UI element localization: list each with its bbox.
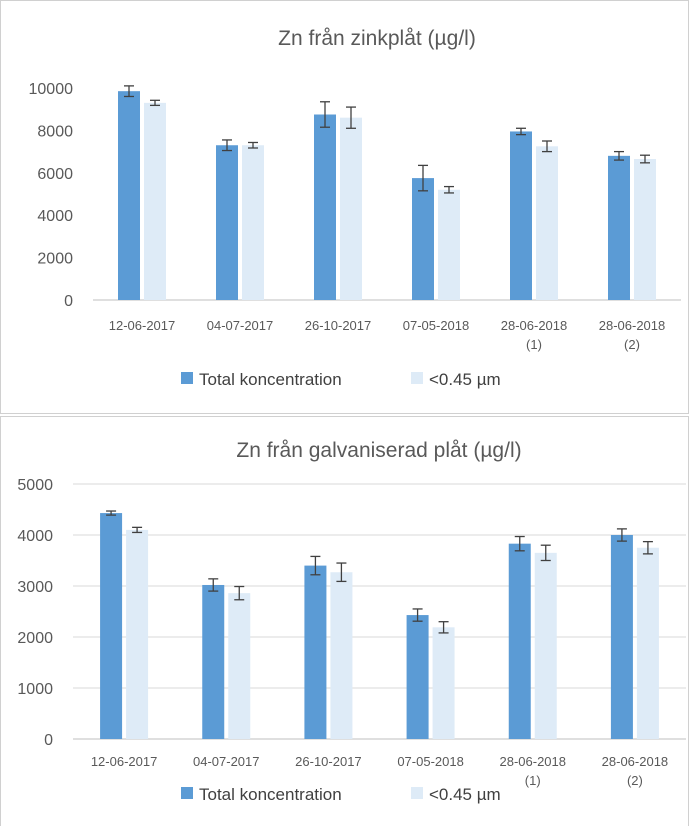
bar-filtered [330, 572, 353, 739]
x-tick-label: (1) [526, 337, 542, 352]
bar-filtered [634, 159, 656, 300]
x-tick-label: 28-06-2018 [602, 754, 669, 769]
y-tick-label: 8000 [37, 123, 73, 140]
bar-filtered [144, 102, 166, 300]
bar-filtered [438, 189, 460, 300]
y-tick-label: 4000 [37, 208, 73, 225]
x-tick-label: 28-06-2018 [500, 754, 567, 769]
x-tick-label: 07-05-2018 [397, 754, 464, 769]
y-tick-label: 6000 [37, 166, 73, 183]
x-tick-label: 04-07-2017 [193, 754, 260, 769]
legend-swatch-filtered [411, 372, 423, 384]
y-tick-label: 2000 [17, 630, 53, 647]
bar-total-koncentration [610, 535, 633, 739]
bar-total-koncentration [202, 584, 225, 739]
x-tick-label: (2) [627, 773, 643, 788]
x-tick-label: (2) [624, 337, 640, 352]
y-tick-label: 3000 [17, 579, 53, 596]
legend-label-total: Total koncentration [199, 785, 342, 804]
bar-total-koncentration [608, 155, 630, 300]
x-tick-label: 12-06-2017 [109, 318, 176, 333]
bar-total-koncentration [118, 91, 140, 301]
bar-filtered [228, 593, 251, 739]
bar-total-koncentration [508, 543, 531, 739]
bar-total-koncentration [510, 131, 532, 300]
x-tick-label: 04-07-2017 [207, 318, 274, 333]
chart-panel-galvaniserad: Zn från galvaniserad plåt (µg/l) 0 1000 200… [0, 416, 689, 826]
legend-swatch-filtered [411, 787, 423, 799]
bar-filtered [636, 547, 659, 739]
legend-swatch-total [181, 372, 193, 384]
x-tick-label: 12-06-2017 [91, 754, 158, 769]
legend-swatch-total [181, 787, 193, 799]
bar-total-koncentration [304, 565, 327, 739]
bar-filtered [126, 529, 149, 739]
legend-label-filtered: <0.45 µm [429, 785, 501, 804]
y-tick-label: 0 [64, 293, 73, 310]
y-tick-label: 4000 [17, 528, 53, 545]
x-tick-label: (1) [525, 773, 541, 788]
y-tick-label: 1000 [17, 681, 53, 698]
chart-panel-zinkplat: Zn från zinkplåt (µg/l) 0 2000 4000 6000 8000… [0, 0, 689, 414]
chart-title: Zn från galvaniserad plåt (µg/l) [236, 439, 521, 462]
legend-label-total: Total koncentration [199, 370, 342, 389]
chart-zinkplat: Zn från zinkplåt (µg/l) 0 2000 4000 6000 8000… [29, 27, 681, 389]
bar-total-koncentration [406, 615, 429, 739]
bar-filtered [242, 145, 264, 300]
y-tick-label: 0 [44, 732, 53, 749]
chart-title: Zn från zinkplåt (µg/l) [278, 27, 476, 50]
bar-total-koncentration [216, 145, 238, 300]
y-tick-label: 5000 [17, 477, 53, 494]
bar-filtered [536, 146, 558, 300]
legend-label-filtered: <0.45 µm [429, 370, 501, 389]
bar-total-koncentration [314, 114, 336, 300]
bar-filtered [340, 117, 362, 301]
bar-filtered [432, 627, 455, 739]
x-tick-label: 26-10-2017 [305, 318, 372, 333]
bar-total-koncentration [412, 178, 434, 300]
bar-total-koncentration [100, 513, 123, 739]
x-tick-label: 07-05-2018 [403, 318, 470, 333]
chart-galvaniserad: Zn från galvaniserad plåt (µg/l) 0 1000 200… [17, 439, 686, 804]
x-tick-label: 26-10-2017 [295, 754, 362, 769]
x-tick-label: 28-06-2018 [599, 318, 666, 333]
y-tick-label: 2000 [37, 251, 73, 268]
bar-filtered [534, 552, 557, 739]
x-tick-label: 28-06-2018 [501, 318, 568, 333]
y-tick-label: 10000 [29, 81, 74, 98]
